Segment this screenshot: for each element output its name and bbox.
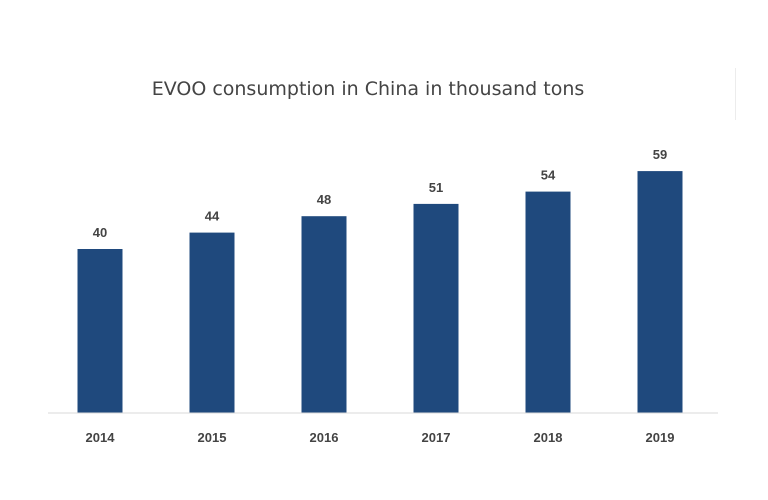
data-label-2017: 51 <box>429 180 443 195</box>
bar-2018 <box>525 191 571 413</box>
x-tick-label-2016: 2016 <box>310 430 339 445</box>
chart-title: EVOO consumption in China in thousand to… <box>152 78 585 100</box>
x-tick-label-2015: 2015 <box>198 430 227 445</box>
x-axis-ticks: 2014 2015 2016 2017 2018 2019 <box>86 430 675 445</box>
x-tick-label-2017: 2017 <box>422 430 451 445</box>
x-tick-label-2014: 2014 <box>86 430 116 445</box>
data-label-2014: 40 <box>93 225 107 240</box>
data-label-2019: 59 <box>653 147 667 162</box>
data-label-2015: 44 <box>205 209 220 224</box>
data-label-2018: 54 <box>541 168 556 183</box>
bar-2019 <box>637 171 683 413</box>
bar-2017 <box>413 203 459 413</box>
bars-group <box>77 171 683 413</box>
plot-edge-divider <box>735 68 736 120</box>
bar-2014 <box>77 249 123 413</box>
data-labels-group: 40 44 48 51 54 59 <box>93 147 667 240</box>
x-tick-label-2019: 2019 <box>646 430 675 445</box>
data-label-2016: 48 <box>317 192 331 207</box>
bar-2016 <box>301 216 347 413</box>
bar-2015 <box>189 232 235 413</box>
x-tick-label-2018: 2018 <box>534 430 563 445</box>
